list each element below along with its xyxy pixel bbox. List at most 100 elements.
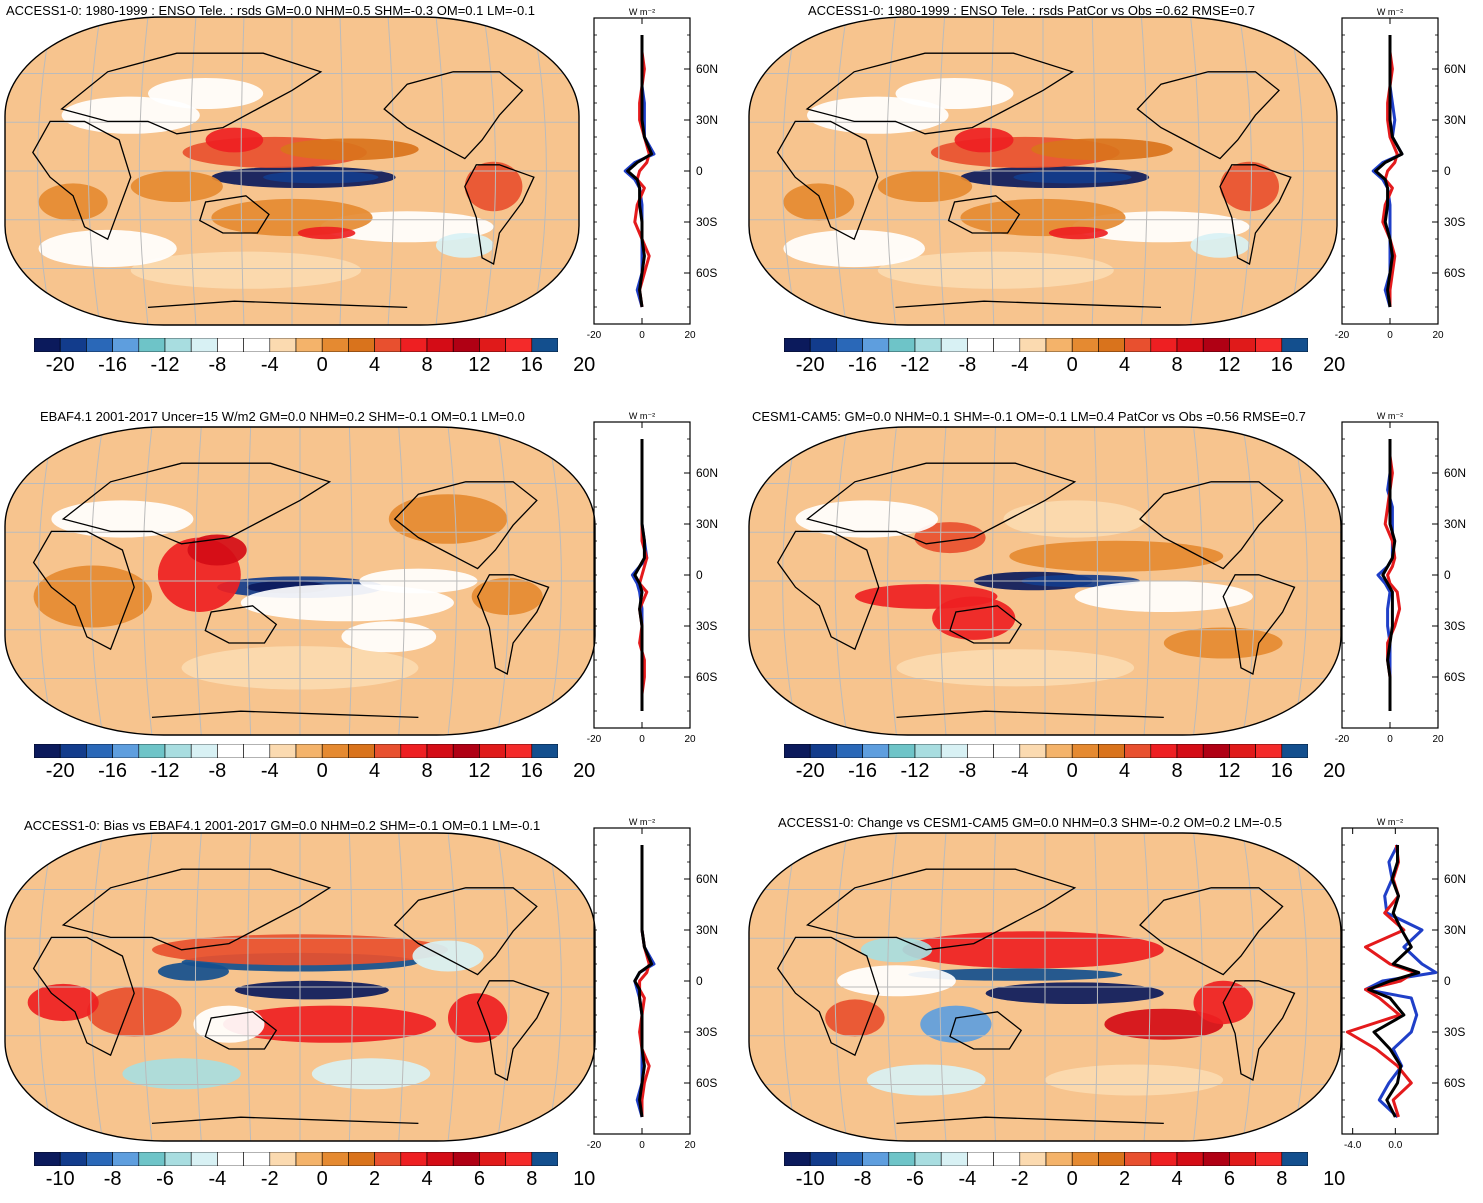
graticule-longitude bbox=[1143, 427, 1151, 735]
profile-line-black bbox=[633, 845, 654, 1118]
colorbar-tick-label: -4 bbox=[1010, 760, 1029, 782]
colorbar-tick-label: 0 bbox=[316, 1168, 328, 1190]
coastline bbox=[61, 868, 332, 951]
anomaly-region bbox=[311, 1058, 431, 1090]
graticule-longitude bbox=[1193, 833, 1203, 1141]
colorbar-swatch bbox=[862, 744, 890, 758]
x-tick-label: -20 bbox=[587, 1140, 602, 1151]
anomaly-region bbox=[920, 1005, 992, 1043]
profile-line-black bbox=[1367, 845, 1421, 1118]
robinson-map bbox=[748, 832, 1342, 1142]
anomaly-region bbox=[263, 171, 379, 184]
colorbar-swatch bbox=[112, 744, 140, 758]
anomaly-region bbox=[896, 649, 1135, 687]
graticule-longitude bbox=[240, 17, 245, 325]
anomaly-region bbox=[932, 596, 1016, 640]
colorbar-labels: -20 -16 -12 -8 -4 0 4 8 12 16 20 bbox=[784, 760, 1346, 784]
graticule-longitude bbox=[142, 427, 153, 735]
colorbar-tick-label: -10 bbox=[45, 1168, 75, 1190]
graticule-longitude bbox=[1288, 17, 1305, 325]
colorbar-tick-label: -2 bbox=[260, 1168, 279, 1190]
colorbar-swatch bbox=[348, 338, 375, 352]
colorbar-tick-label: -16 bbox=[848, 354, 878, 376]
anomaly-region bbox=[148, 78, 264, 109]
zonal-mean-profile: 60N 30N 0 30S 60S -4.0 0.0 W m⁻² bbox=[1341, 817, 1466, 1151]
colorbar-labels: -20 -16 -12 -8 -4 0 4 8 12 16 20 bbox=[784, 354, 1346, 378]
colorbar-swatch bbox=[138, 744, 166, 758]
colorbar-swatch bbox=[164, 1152, 192, 1166]
graticule-longitude bbox=[387, 17, 395, 325]
coastline bbox=[204, 605, 278, 644]
y-tick-label: 60N bbox=[1444, 466, 1466, 480]
graticule-longitude bbox=[447, 427, 458, 735]
coastline bbox=[61, 462, 332, 545]
colorbar-swatch bbox=[531, 1152, 558, 1166]
coastline bbox=[896, 710, 1164, 719]
colorbar-tick-label: 10 bbox=[1323, 1168, 1346, 1190]
anomaly-region bbox=[223, 1005, 437, 1043]
colorbar-swatch bbox=[1229, 744, 1256, 758]
profile-units: W m⁻² bbox=[1377, 817, 1403, 827]
graticule-longitude bbox=[1143, 833, 1151, 1141]
colorbar-swatch bbox=[1124, 744, 1152, 758]
graticule-longitude bbox=[1091, 17, 1096, 325]
colorbar-swatch bbox=[1176, 338, 1204, 352]
coastline bbox=[151, 710, 419, 719]
colorbar-tick-label: 0 bbox=[1066, 760, 1078, 782]
colorbar-tick-label: 16 bbox=[1270, 354, 1293, 376]
anomaly-region bbox=[157, 962, 229, 981]
colorbar-swatch bbox=[1202, 1152, 1230, 1166]
coastline bbox=[32, 530, 135, 651]
map-border bbox=[4, 16, 580, 326]
graticule-longitude bbox=[1292, 427, 1308, 735]
coastline bbox=[476, 980, 550, 1081]
colorbar-swatch bbox=[784, 744, 811, 758]
graticule-longitude bbox=[398, 833, 406, 1141]
y-tick-label: 60S bbox=[696, 1076, 717, 1090]
colorbar-tick-label: 12 bbox=[1218, 354, 1241, 376]
coastline bbox=[776, 530, 880, 651]
graticule-longitude bbox=[37, 17, 53, 325]
anomaly-region bbox=[130, 251, 362, 289]
coastline bbox=[947, 195, 1021, 234]
graticule-longitude bbox=[939, 427, 947, 735]
colorbar-swatch bbox=[452, 744, 480, 758]
graticule-longitude bbox=[194, 833, 202, 1141]
graticule-longitude bbox=[1190, 17, 1200, 325]
colorbar-swatch bbox=[862, 1152, 890, 1166]
coastline bbox=[151, 1116, 419, 1125]
anomaly-region bbox=[1013, 171, 1132, 184]
panel-ebaf-obs: EBAF4.1 2001-2017 Uncer=15 W/m2 GM=0.0 N… bbox=[0, 404, 741, 799]
coastline bbox=[1139, 481, 1284, 570]
colorbar-tick-label: 0 bbox=[316, 760, 328, 782]
graticule-longitude bbox=[247, 427, 252, 735]
colorbar-tick-label: 20 bbox=[573, 354, 596, 376]
anomaly-region bbox=[877, 251, 1114, 289]
colorbar-swatch bbox=[1281, 1152, 1308, 1166]
colorbar-swatch bbox=[217, 1152, 244, 1166]
coastline bbox=[776, 120, 879, 241]
colorbar-swatch bbox=[400, 744, 428, 758]
coastline bbox=[32, 936, 135, 1057]
anomaly-region bbox=[122, 1058, 241, 1090]
colorbar-tick-label: -4 bbox=[208, 1168, 227, 1190]
graticule-longitude bbox=[90, 833, 104, 1141]
x-tick-label: -20 bbox=[1335, 330, 1350, 341]
graticule-longitude bbox=[496, 427, 510, 735]
anomaly-region bbox=[1009, 540, 1224, 572]
colorbar-swatch bbox=[1045, 1152, 1073, 1166]
graticule-longitude bbox=[1193, 427, 1203, 735]
anomaly-region bbox=[825, 999, 885, 1037]
y-tick-label: 30N bbox=[696, 113, 718, 127]
colorbar-swatch bbox=[888, 338, 916, 352]
y-tick-label: 30N bbox=[1444, 113, 1466, 127]
colorbar-swatch bbox=[1019, 338, 1047, 352]
colorbar-swatch bbox=[940, 338, 968, 352]
colorbar-swatch bbox=[809, 338, 837, 352]
map-border bbox=[4, 426, 596, 736]
colorbar-tick-label: 4 bbox=[1119, 354, 1131, 376]
graticule-longitude bbox=[339, 17, 344, 325]
colorbar-tick-label: 8 bbox=[526, 1168, 538, 1190]
colorbar-tick-label: 8 bbox=[421, 760, 433, 782]
anomaly-region bbox=[205, 127, 264, 153]
